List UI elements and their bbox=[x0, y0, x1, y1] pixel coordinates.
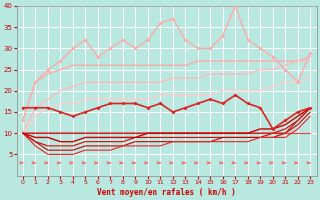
X-axis label: Vent moyen/en rafales ( km/h ): Vent moyen/en rafales ( km/h ) bbox=[97, 188, 236, 197]
